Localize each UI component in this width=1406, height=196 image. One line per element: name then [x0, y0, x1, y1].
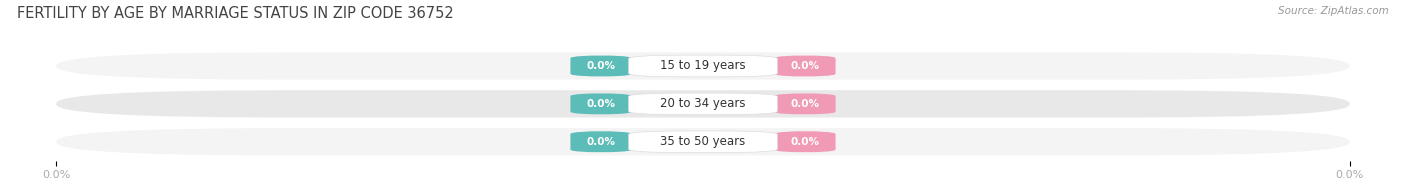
Text: Source: ZipAtlas.com: Source: ZipAtlas.com: [1278, 6, 1389, 16]
FancyBboxPatch shape: [775, 55, 835, 77]
FancyBboxPatch shape: [628, 93, 778, 115]
Text: 0.0%: 0.0%: [586, 99, 616, 109]
Text: 0.0%: 0.0%: [790, 137, 820, 147]
FancyBboxPatch shape: [56, 90, 1350, 118]
FancyBboxPatch shape: [56, 52, 1350, 80]
Text: 0.0%: 0.0%: [586, 61, 616, 71]
Text: 0.0%: 0.0%: [586, 137, 616, 147]
FancyBboxPatch shape: [628, 131, 778, 153]
FancyBboxPatch shape: [775, 131, 835, 153]
FancyBboxPatch shape: [56, 128, 1350, 155]
Text: 15 to 19 years: 15 to 19 years: [661, 60, 745, 73]
FancyBboxPatch shape: [571, 131, 631, 153]
FancyBboxPatch shape: [571, 55, 631, 77]
FancyBboxPatch shape: [775, 93, 835, 115]
FancyBboxPatch shape: [628, 55, 778, 77]
Text: 0.0%: 0.0%: [790, 61, 820, 71]
Text: FERTILITY BY AGE BY MARRIAGE STATUS IN ZIP CODE 36752: FERTILITY BY AGE BY MARRIAGE STATUS IN Z…: [17, 6, 454, 21]
Text: 35 to 50 years: 35 to 50 years: [661, 135, 745, 148]
FancyBboxPatch shape: [571, 93, 631, 115]
Text: 20 to 34 years: 20 to 34 years: [661, 97, 745, 110]
Text: 0.0%: 0.0%: [790, 99, 820, 109]
